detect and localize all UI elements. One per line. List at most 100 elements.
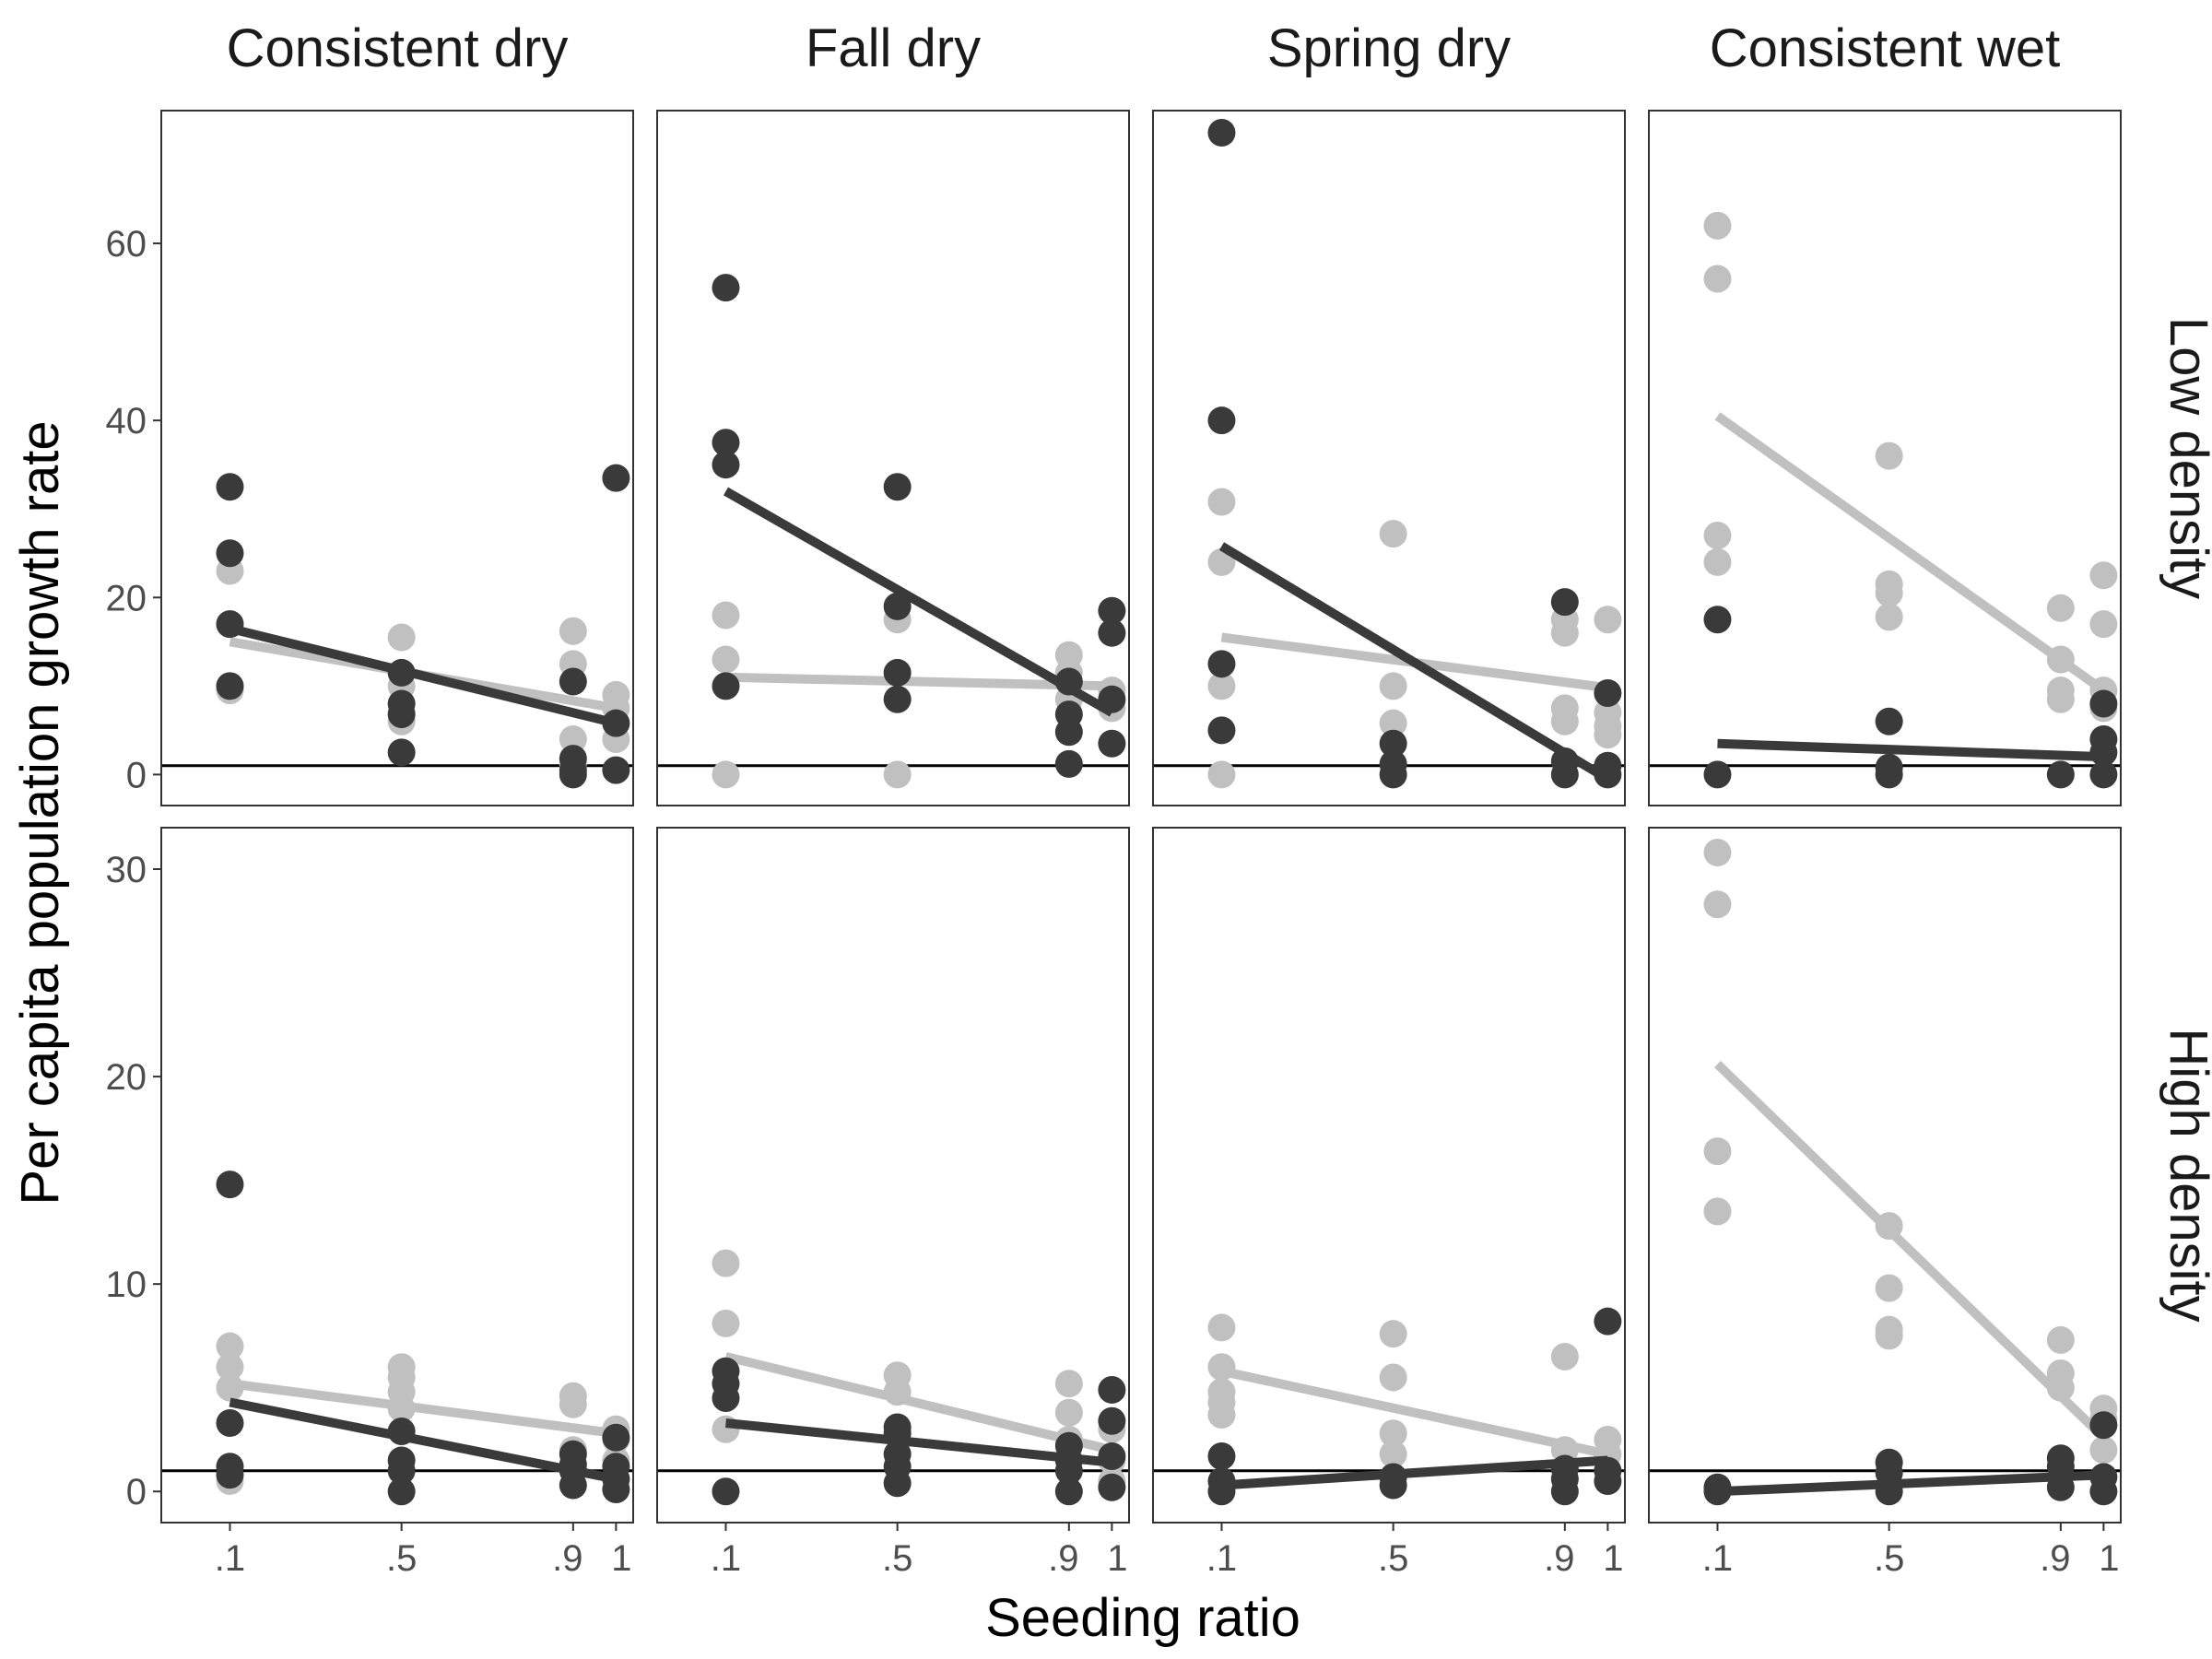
x-tick-label: .5: [386, 1538, 417, 1579]
data-point-dark: [1054, 1477, 1083, 1506]
x-tick-label: 1: [2099, 1538, 2119, 1579]
data-point-dark: [559, 667, 587, 696]
data-point-gray: [1379, 1419, 1407, 1448]
data-point-dark: [712, 672, 740, 700]
data-point-dark: [883, 658, 912, 687]
data-point-dark: [1207, 1441, 1236, 1470]
x-tick-label: .9: [552, 1538, 582, 1579]
data-point-dark: [1594, 1466, 1622, 1495]
data-point-dark: [1098, 1473, 1126, 1501]
x-tick-label: .1: [215, 1538, 245, 1579]
x-tick-label: 1: [611, 1538, 631, 1579]
trend-line-gray: [229, 1379, 618, 1439]
x-tick-label: .9: [1544, 1538, 1574, 1579]
data-point-dark: [883, 1469, 912, 1498]
data-point-dark: [1379, 729, 1407, 758]
data-point-dark: [1098, 596, 1126, 625]
data-point-dark: [712, 274, 740, 302]
data-point-gray: [1054, 1370, 1083, 1398]
panel-border: [1152, 827, 1626, 1524]
data-point-dark: [883, 473, 912, 501]
column-strip-label: Spring dry: [1267, 18, 1511, 78]
data-point-gray: [1703, 522, 1732, 550]
data-point-gray: [1875, 603, 1903, 631]
data-point-dark: [1875, 707, 1903, 735]
data-point-dark: [387, 700, 416, 729]
data-point-dark: [883, 592, 912, 620]
data-point-dark: [216, 672, 244, 700]
data-point-gray: [712, 1249, 740, 1277]
data-point-dark: [216, 1461, 244, 1489]
data-point-dark: [712, 451, 740, 479]
data-point-dark: [712, 429, 740, 457]
x-tick-label: 1: [1107, 1538, 1127, 1579]
data-point-gray: [1550, 707, 1579, 735]
trend-line-gray: [1713, 1060, 2107, 1441]
data-point-gray: [1594, 721, 1622, 749]
facet-panel: [1648, 827, 2122, 1524]
data-point-gray: [883, 760, 912, 789]
column-strip-label: Consistent dry: [227, 18, 569, 78]
data-point-gray: [1703, 890, 1732, 919]
data-point-gray: [1875, 1322, 1903, 1350]
data-point-gray: [2089, 1436, 2118, 1465]
data-point-dark: [216, 539, 244, 568]
x-tick-label: .5: [882, 1538, 912, 1579]
data-point-dark: [1054, 1456, 1083, 1485]
y-tick-label: 10: [106, 1265, 147, 1305]
panel-border: [1648, 827, 2122, 1524]
y-tick-label: 0: [126, 755, 147, 795]
data-point-gray: [1875, 441, 1903, 470]
data-point-gray: [1379, 709, 1407, 737]
data-point-dark: [712, 1383, 740, 1412]
data-point-dark: [602, 1475, 630, 1503]
facet-panel: [160, 827, 634, 1524]
data-point-gray: [1379, 1320, 1407, 1348]
data-point-gray: [1703, 1197, 1732, 1226]
panel-border: [1152, 110, 1626, 806]
data-point-gray: [387, 623, 416, 652]
data-point-dark: [2089, 760, 2118, 789]
data-point-dark: [602, 1423, 630, 1452]
data-point-gray: [216, 1332, 244, 1360]
data-point-dark: [1054, 749, 1083, 778]
trend-line-dark: [1717, 1470, 2104, 1497]
data-point-dark: [883, 685, 912, 713]
trend-line-gray: [724, 1352, 1113, 1455]
data-point-dark: [1207, 119, 1236, 147]
data-point-gray: [712, 760, 740, 789]
data-point-dark: [712, 1477, 740, 1506]
data-point-gray: [1379, 520, 1407, 548]
data-point-dark: [1875, 760, 1903, 789]
facet-panel: [656, 827, 1130, 1524]
data-point-dark: [1594, 679, 1622, 708]
panel-border: [160, 110, 634, 806]
x-tick-label: .1: [1206, 1538, 1237, 1579]
data-point-dark: [387, 1477, 416, 1506]
data-point-dark: [216, 473, 244, 501]
data-point-dark: [559, 1471, 587, 1500]
data-point-dark: [1207, 406, 1236, 435]
y-tick-label: 0: [126, 1472, 147, 1512]
data-point-dark: [1703, 606, 1732, 634]
data-point-gray: [1379, 1363, 1407, 1392]
panel-border: [656, 827, 1130, 1524]
data-point-dark: [1550, 588, 1579, 617]
trend-line-dark: [1218, 542, 1610, 783]
x-tick-label: .5: [1874, 1538, 1904, 1579]
data-point-dark: [1098, 1406, 1126, 1435]
data-point-gray: [1054, 1398, 1083, 1427]
facet-panel: [1648, 110, 2122, 806]
facet-panel: [1152, 827, 1626, 1524]
x-tick-label: .9: [2040, 1538, 2070, 1579]
data-point-dark: [216, 1408, 244, 1437]
trend-line-dark: [1221, 1455, 1608, 1490]
data-point-gray: [1207, 1313, 1236, 1342]
facet-panel: [1152, 110, 1626, 806]
x-tick-label: .9: [1048, 1538, 1078, 1579]
trend-line-dark: [724, 1418, 1112, 1467]
data-point-gray: [1875, 1274, 1903, 1302]
data-point-gray: [2046, 1325, 2075, 1354]
data-point-gray: [559, 724, 587, 753]
